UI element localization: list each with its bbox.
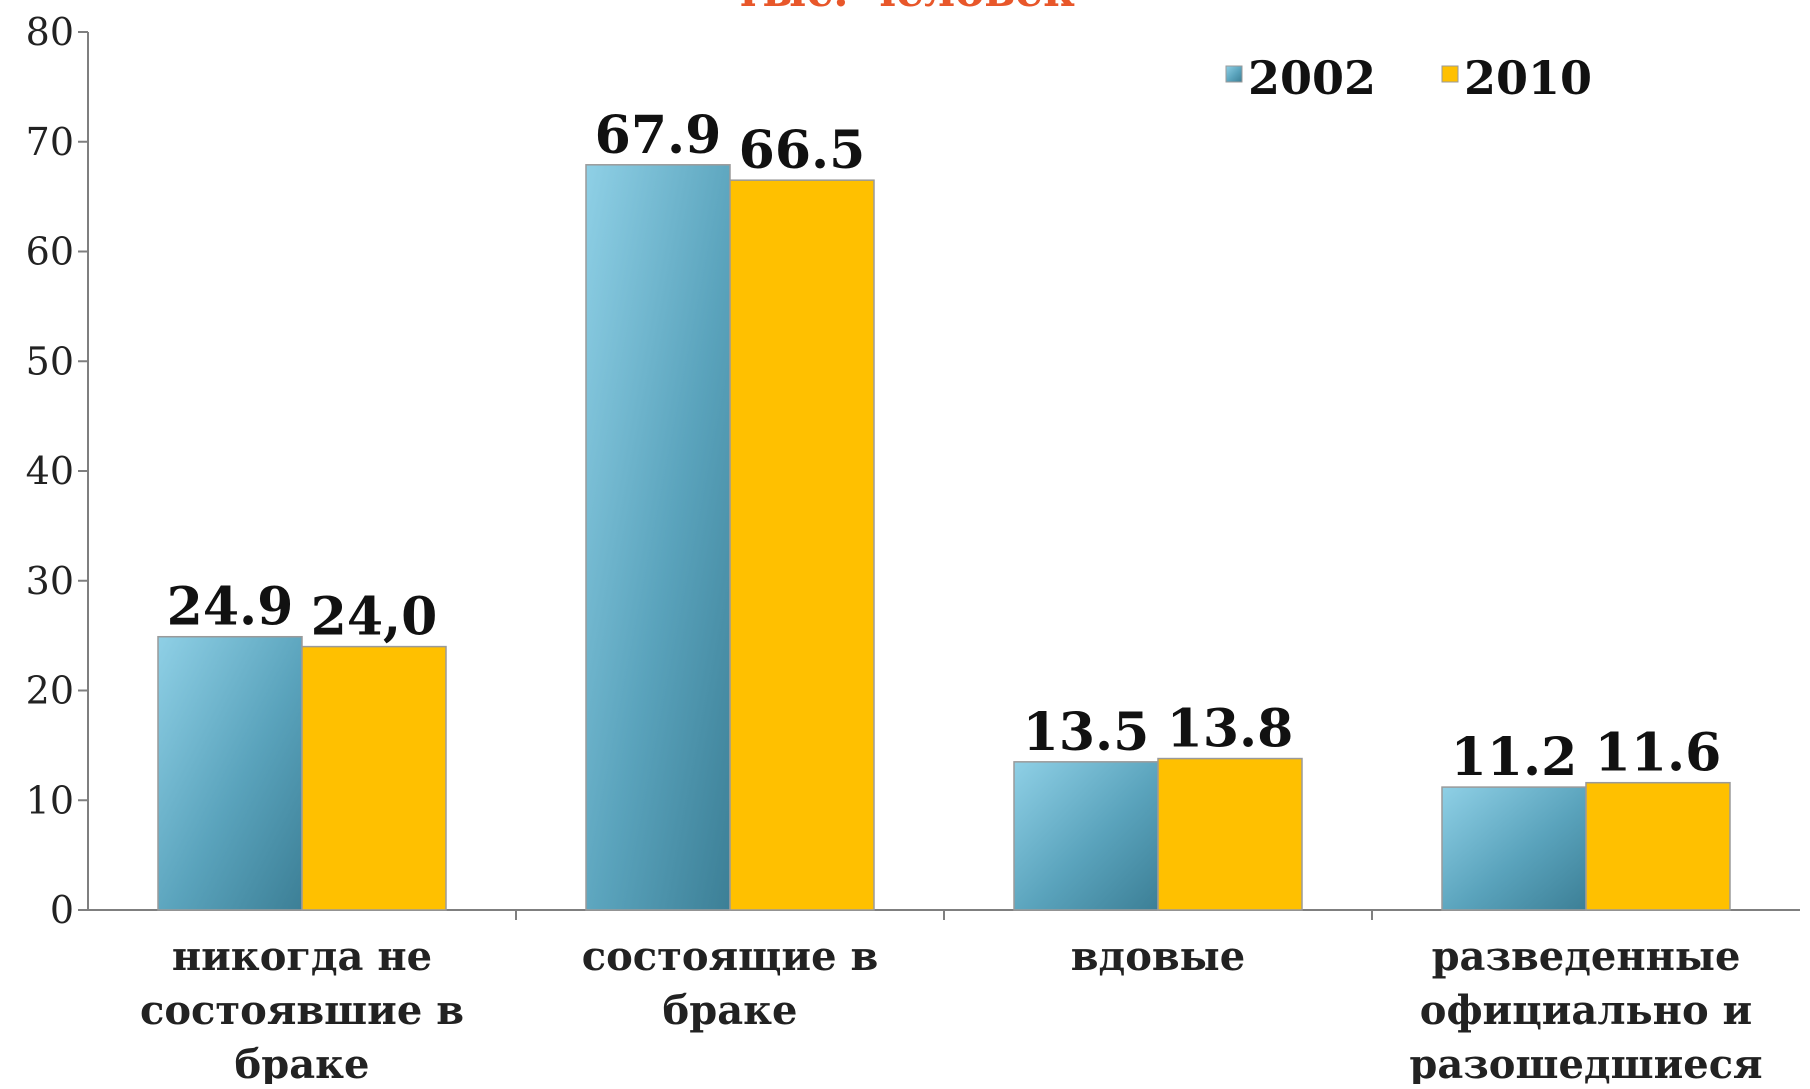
legend-label-2002: 2002 (1248, 51, 1376, 105)
bar-2010-cat1 (301, 645, 447, 911)
value-label-2010-cat1: 24,0 (311, 587, 438, 648)
bar-2002-cat1 (157, 635, 303, 911)
value-labels: 24.9 24,0 67.9 66.5 13.5 13.8 11.2 11.6 (167, 105, 1722, 788)
category-label-3: вдовые (1071, 933, 1245, 980)
y-tick-label: 10 (26, 778, 74, 822)
value-label-2010-cat2: 66.5 (739, 120, 866, 181)
y-tick-label: 40 (26, 449, 74, 493)
y-tick-label: 30 (26, 559, 74, 603)
value-label-2002-cat4: 11.2 (1451, 727, 1578, 788)
bar-2010-cat3 (1157, 757, 1303, 911)
axes: 0 10 20 30 40 50 60 70 80 (26, 10, 1800, 932)
category-labels: никогда не состоявшие в браке состоящие в бр… (140, 933, 1763, 1088)
bars (157, 164, 1731, 911)
legend-swatch-2010 (1441, 65, 1459, 83)
y-tick-label: 80 (26, 10, 74, 54)
value-label-2002-cat3: 13.5 (1023, 702, 1150, 763)
y-tick-label: 50 (26, 339, 74, 383)
y-tick-label: 70 (26, 120, 74, 164)
category-label-2: состоящие в браке (582, 933, 879, 1034)
category-label-1: никогда не состоявшие в браке (140, 933, 464, 1084)
value-label-2002-cat1: 24.9 (167, 577, 294, 638)
chart-title: тыс. человек (735, 0, 1075, 17)
legend: 2002 2010 (1225, 51, 1592, 105)
y-tick-label: 0 (50, 888, 74, 932)
value-label-2010-cat4: 11.6 (1595, 723, 1722, 784)
bar-2010-cat4 (1585, 781, 1731, 911)
value-label-2002-cat2: 67.9 (595, 105, 722, 166)
y-tick-label: 60 (26, 230, 74, 274)
bar-2010-cat2 (729, 179, 875, 911)
bar-2002-cat2 (585, 164, 731, 911)
category-label-4: разведенные официально и разошедшиеся (1409, 933, 1762, 1084)
legend-label-2010: 2010 (1464, 51, 1592, 105)
bar-2002-cat4 (1441, 786, 1587, 911)
value-label-2010-cat3: 13.8 (1167, 699, 1294, 760)
legend-swatch-2002 (1225, 65, 1243, 83)
bar-2002-cat3 (1013, 761, 1159, 911)
y-tick-label: 20 (26, 669, 74, 713)
